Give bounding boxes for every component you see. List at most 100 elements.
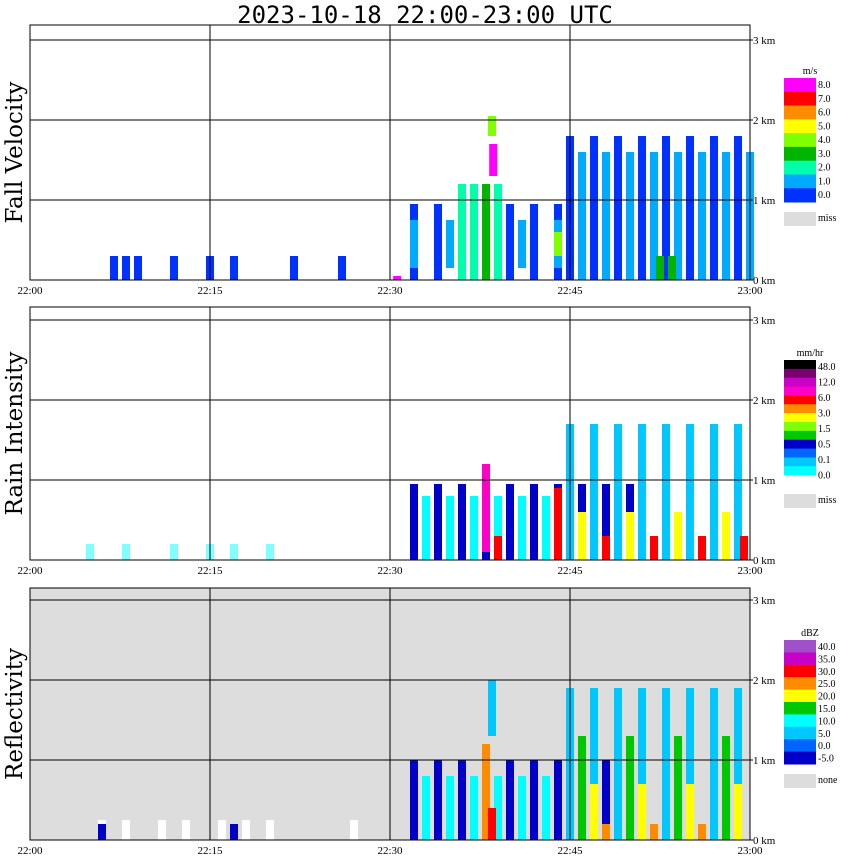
- data-cell: [518, 776, 526, 840]
- data-cell: [446, 496, 454, 560]
- data-cell: [410, 484, 418, 560]
- data-cell: [734, 688, 742, 840]
- data-cell: [674, 512, 682, 560]
- data-cell: [710, 424, 718, 560]
- colorbar-swatch: [784, 377, 816, 388]
- colorbar-swatch: [784, 386, 816, 396]
- colorbar-swatch: [784, 640, 816, 653]
- data-cell: [602, 824, 610, 840]
- colorbar-miss-swatch: [784, 212, 816, 226]
- data-cell: [638, 784, 646, 840]
- data-cell: [578, 152, 586, 280]
- colorbar-swatch: [784, 652, 816, 666]
- x-tick-label: 22:15: [197, 565, 223, 577]
- colorbar-swatch: [784, 105, 816, 120]
- data-cell: [614, 688, 622, 840]
- colorbar-label: 20.0: [818, 692, 836, 703]
- data-cell: [170, 544, 178, 560]
- data-cell: [638, 688, 646, 840]
- colorbar-swatch: [784, 395, 816, 405]
- colorbar-label: 0.0: [818, 471, 831, 482]
- data-cell: [638, 424, 646, 560]
- data-cell: [590, 784, 598, 840]
- data-cell: [602, 484, 610, 560]
- colorbar-swatch: [784, 368, 816, 379]
- data-cell: [662, 136, 670, 280]
- x-tick-label: 22:45: [557, 845, 583, 857]
- data-cell: [242, 820, 250, 840]
- colorbar-swatch: [784, 91, 816, 107]
- colorbar: mm/hr 48.0 12.0 6.0 3.0 1.5 0.5 0.1 0.0 miss: [784, 348, 836, 508]
- colorbar-miss-label: miss: [818, 213, 836, 224]
- colorbar-label: 35.0: [818, 654, 836, 665]
- data-cell: [410, 220, 418, 268]
- y-tick-label: 3 km: [753, 595, 776, 607]
- data-cell: [650, 536, 658, 560]
- x-tick-label: 22:30: [377, 565, 403, 577]
- data-cell: [434, 484, 442, 560]
- colorbar-label: 3.0: [818, 409, 831, 420]
- data-cell: [266, 544, 274, 560]
- colorbar-swatch: [784, 664, 816, 678]
- data-cell: [506, 204, 514, 280]
- data-cell: [578, 512, 586, 560]
- chart-title: 2023-10-18 22:00-23:00 UTC: [237, 1, 613, 29]
- data-cell: [614, 424, 622, 560]
- data-cell: [230, 256, 238, 280]
- data-cell: [578, 736, 586, 840]
- data-cell: [674, 736, 682, 840]
- data-cell: [554, 488, 562, 560]
- data-cell: [350, 820, 358, 840]
- data-cell: [489, 144, 498, 176]
- colorbar-label: 0.5: [818, 440, 831, 451]
- data-cell: [422, 496, 430, 560]
- y-tick-label: 0 km: [753, 555, 776, 567]
- data-cell: [590, 136, 598, 280]
- plot-frame: [29, 24, 751, 281]
- data-cell: [458, 484, 466, 560]
- y-axis-label: Rain Intensity: [2, 351, 28, 515]
- colorbar-swatch: [784, 188, 816, 203]
- colorbar-label: 30.0: [818, 667, 836, 678]
- colorbar-swatch: [784, 448, 816, 458]
- colorbar-label: 8.0: [818, 80, 831, 91]
- data-cell: [446, 220, 454, 268]
- panel-2: 22:00 22:15 22:30 22:45 23:000 km 1 km 2 km 3 k…: [2, 587, 838, 857]
- x-tick-label: 22:45: [557, 565, 583, 577]
- plot-frame: [29, 306, 751, 561]
- data-cell: [662, 688, 670, 840]
- colorbar-swatch: [784, 360, 816, 370]
- x-tick-label: 22:00: [17, 285, 43, 297]
- data-cell: [668, 256, 676, 280]
- colorbar-swatch: [784, 430, 816, 441]
- data-cell: [446, 776, 454, 840]
- data-cell: [110, 256, 118, 280]
- data-cell: [602, 152, 610, 280]
- data-cell: [650, 824, 658, 840]
- colorbar-label: 0.0: [818, 741, 831, 752]
- data-cell: [722, 512, 730, 560]
- data-cell: [290, 256, 298, 280]
- colorbar-miss-swatch: [784, 494, 816, 508]
- x-tick-label: 22:15: [197, 285, 223, 297]
- colorbar-unit: mm/hr: [797, 348, 824, 359]
- colorbar-swatch: [784, 726, 816, 740]
- y-axis-label: Fall Velocity: [2, 82, 28, 224]
- data-cell: [626, 736, 634, 840]
- data-cell: [122, 256, 130, 280]
- colorbar-swatch: [784, 439, 816, 450]
- data-cell: [434, 760, 442, 840]
- colorbar-label: 5.0: [818, 729, 831, 740]
- y-tick-label: 3 km: [753, 315, 776, 327]
- colorbar: m/s8.0 7.0 6.0 5.0 4.0 3.0 2.0 1.0 0.0 miss: [784, 66, 836, 226]
- data-cell: [698, 152, 706, 280]
- data-cell: [602, 536, 610, 560]
- data-cell: [494, 776, 502, 840]
- data-cell: [218, 820, 226, 840]
- data-cell: [698, 824, 706, 840]
- colorbar-unit: dBZ: [801, 628, 819, 639]
- y-tick-label: 1 km: [753, 195, 776, 207]
- data-cell: [98, 824, 106, 840]
- data-cell: [470, 184, 478, 280]
- colorbar-swatch: [784, 160, 816, 175]
